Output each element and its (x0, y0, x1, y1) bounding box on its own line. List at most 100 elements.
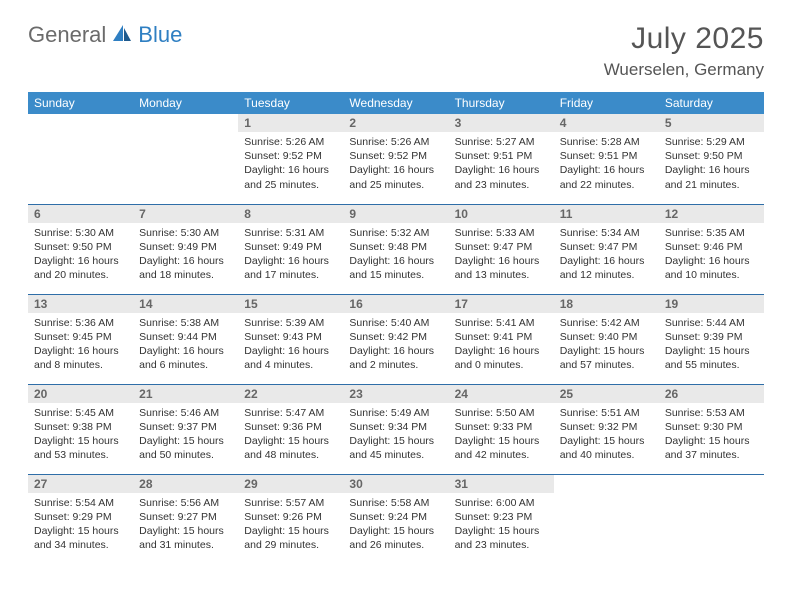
sunset-line: Sunset: 9:33 PM (455, 420, 548, 434)
calendar-body: 1Sunrise: 5:26 AMSunset: 9:52 PMDaylight… (28, 114, 764, 564)
day-number: 17 (449, 295, 554, 313)
sunset-line: Sunset: 9:42 PM (349, 330, 442, 344)
calendar-day-cell: 28Sunrise: 5:56 AMSunset: 9:27 PMDayligh… (133, 474, 238, 564)
daylight-line: Daylight: 16 hours and 4 minutes. (244, 344, 337, 372)
calendar-day-cell: 30Sunrise: 5:58 AMSunset: 9:24 PMDayligh… (343, 474, 448, 564)
day-details: Sunrise: 5:46 AMSunset: 9:37 PMDaylight:… (133, 403, 238, 469)
day-number: 23 (343, 385, 448, 403)
day-number: 16 (343, 295, 448, 313)
day-details: Sunrise: 5:54 AMSunset: 9:29 PMDaylight:… (28, 493, 133, 559)
day-details: Sunrise: 5:44 AMSunset: 9:39 PMDaylight:… (659, 313, 764, 379)
daylight-line: Daylight: 15 hours and 37 minutes. (665, 434, 758, 462)
day-number: 6 (28, 205, 133, 223)
sunset-line: Sunset: 9:48 PM (349, 240, 442, 254)
sunset-line: Sunset: 9:38 PM (34, 420, 127, 434)
daylight-line: Daylight: 16 hours and 12 minutes. (560, 254, 653, 282)
day-number: 22 (238, 385, 343, 403)
daylight-line: Daylight: 16 hours and 13 minutes. (455, 254, 548, 282)
day-number: 9 (343, 205, 448, 223)
daylight-line: Daylight: 15 hours and 34 minutes. (34, 524, 127, 552)
daylight-line: Daylight: 16 hours and 18 minutes. (139, 254, 232, 282)
sunset-line: Sunset: 9:39 PM (665, 330, 758, 344)
weekday-header: Monday (133, 92, 238, 114)
weekday-header: Friday (554, 92, 659, 114)
calendar-day-cell (554, 474, 659, 564)
calendar-day-cell: 9Sunrise: 5:32 AMSunset: 9:48 PMDaylight… (343, 204, 448, 294)
calendar-day-cell: 24Sunrise: 5:50 AMSunset: 9:33 PMDayligh… (449, 384, 554, 474)
day-number: 18 (554, 295, 659, 313)
calendar-day-cell: 25Sunrise: 5:51 AMSunset: 9:32 PMDayligh… (554, 384, 659, 474)
sunrise-line: Sunrise: 5:57 AM (244, 496, 337, 510)
day-details: Sunrise: 5:45 AMSunset: 9:38 PMDaylight:… (28, 403, 133, 469)
weekday-header: Thursday (449, 92, 554, 114)
day-details: Sunrise: 5:51 AMSunset: 9:32 PMDaylight:… (554, 403, 659, 469)
day-number: 8 (238, 205, 343, 223)
calendar-day-cell: 1Sunrise: 5:26 AMSunset: 9:52 PMDaylight… (238, 114, 343, 204)
page-header: General Blue July 2025 Wuerselen, German… (28, 22, 764, 80)
daylight-line: Daylight: 16 hours and 22 minutes. (560, 163, 653, 191)
daylight-line: Daylight: 15 hours and 29 minutes. (244, 524, 337, 552)
daylight-line: Daylight: 16 hours and 21 minutes. (665, 163, 758, 191)
calendar-week-row: 13Sunrise: 5:36 AMSunset: 9:45 PMDayligh… (28, 294, 764, 384)
day-number: 31 (449, 475, 554, 493)
day-details: Sunrise: 5:26 AMSunset: 9:52 PMDaylight:… (343, 132, 448, 198)
weekday-header: Wednesday (343, 92, 448, 114)
daylight-line: Daylight: 15 hours and 40 minutes. (560, 434, 653, 462)
calendar-day-cell: 23Sunrise: 5:49 AMSunset: 9:34 PMDayligh… (343, 384, 448, 474)
daylight-line: Daylight: 16 hours and 2 minutes. (349, 344, 442, 372)
day-number: 20 (28, 385, 133, 403)
daylight-line: Daylight: 16 hours and 0 minutes. (455, 344, 548, 372)
day-details: Sunrise: 5:49 AMSunset: 9:34 PMDaylight:… (343, 403, 448, 469)
weekday-header: Tuesday (238, 92, 343, 114)
calendar-day-cell: 20Sunrise: 5:45 AMSunset: 9:38 PMDayligh… (28, 384, 133, 474)
calendar-day-cell: 13Sunrise: 5:36 AMSunset: 9:45 PMDayligh… (28, 294, 133, 384)
sunset-line: Sunset: 9:47 PM (455, 240, 548, 254)
day-number: 29 (238, 475, 343, 493)
sunset-line: Sunset: 9:41 PM (455, 330, 548, 344)
day-details: Sunrise: 5:26 AMSunset: 9:52 PMDaylight:… (238, 132, 343, 198)
calendar-week-row: 1Sunrise: 5:26 AMSunset: 9:52 PMDaylight… (28, 114, 764, 204)
day-number: 28 (133, 475, 238, 493)
day-details: Sunrise: 5:35 AMSunset: 9:46 PMDaylight:… (659, 223, 764, 289)
daylight-line: Daylight: 16 hours and 8 minutes. (34, 344, 127, 372)
day-details: Sunrise: 5:27 AMSunset: 9:51 PMDaylight:… (449, 132, 554, 198)
daylight-line: Daylight: 16 hours and 6 minutes. (139, 344, 232, 372)
sunrise-line: Sunrise: 5:41 AM (455, 316, 548, 330)
day-details: Sunrise: 5:39 AMSunset: 9:43 PMDaylight:… (238, 313, 343, 379)
daylight-line: Daylight: 15 hours and 55 minutes. (665, 344, 758, 372)
day-details: Sunrise: 5:47 AMSunset: 9:36 PMDaylight:… (238, 403, 343, 469)
sunrise-line: Sunrise: 5:47 AM (244, 406, 337, 420)
sunrise-line: Sunrise: 5:58 AM (349, 496, 442, 510)
sunrise-line: Sunrise: 5:39 AM (244, 316, 337, 330)
calendar-day-cell (659, 474, 764, 564)
calendar-day-cell: 3Sunrise: 5:27 AMSunset: 9:51 PMDaylight… (449, 114, 554, 204)
sunset-line: Sunset: 9:46 PM (665, 240, 758, 254)
calendar-day-cell: 22Sunrise: 5:47 AMSunset: 9:36 PMDayligh… (238, 384, 343, 474)
day-number: 5 (659, 114, 764, 132)
calendar-day-cell: 12Sunrise: 5:35 AMSunset: 9:46 PMDayligh… (659, 204, 764, 294)
sunrise-line: Sunrise: 5:50 AM (455, 406, 548, 420)
sunset-line: Sunset: 9:44 PM (139, 330, 232, 344)
sunrise-line: Sunrise: 5:45 AM (34, 406, 127, 420)
calendar-week-row: 6 Sunrise: 5:30 AMSunset: 9:50 PM Daylight… (28, 204, 764, 294)
page-title: July 2025 (604, 22, 764, 56)
sunrise-line: Sunrise: 5:49 AM (349, 406, 442, 420)
sunrise-line: Sunrise: 5:30 AM (34, 226, 127, 240)
sunset-line: Sunset: 9:26 PM (244, 510, 337, 524)
day-number: 10 (449, 205, 554, 223)
sunrise-line: Sunrise: 5:36 AM (34, 316, 127, 330)
sunrise-line: Sunrise: 5:32 AM (349, 226, 442, 240)
sunrise-line: Sunrise: 5:40 AM (349, 316, 442, 330)
calendar-page: General Blue July 2025 Wuerselen, German… (0, 0, 792, 586)
sunset-line: Sunset: 9:50 PM (34, 240, 127, 254)
daylight-line: Daylight: 16 hours and 25 minutes. (244, 163, 337, 191)
day-number: 19 (659, 295, 764, 313)
day-details: Sunrise: 5:29 AMSunset: 9:50 PMDaylight:… (659, 132, 764, 198)
sunrise-line: Sunrise: 5:54 AM (34, 496, 127, 510)
sunrise-line: Sunrise: 5:51 AM (560, 406, 653, 420)
day-number: 1 (238, 114, 343, 132)
calendar-week-row: 20Sunrise: 5:45 AMSunset: 9:38 PMDayligh… (28, 384, 764, 474)
daylight-line: Daylight: 15 hours and 42 minutes. (455, 434, 548, 462)
day-details: Sunrise: 6:00 AMSunset: 9:23 PMDaylight:… (449, 493, 554, 559)
brand-part1: General (28, 22, 106, 48)
